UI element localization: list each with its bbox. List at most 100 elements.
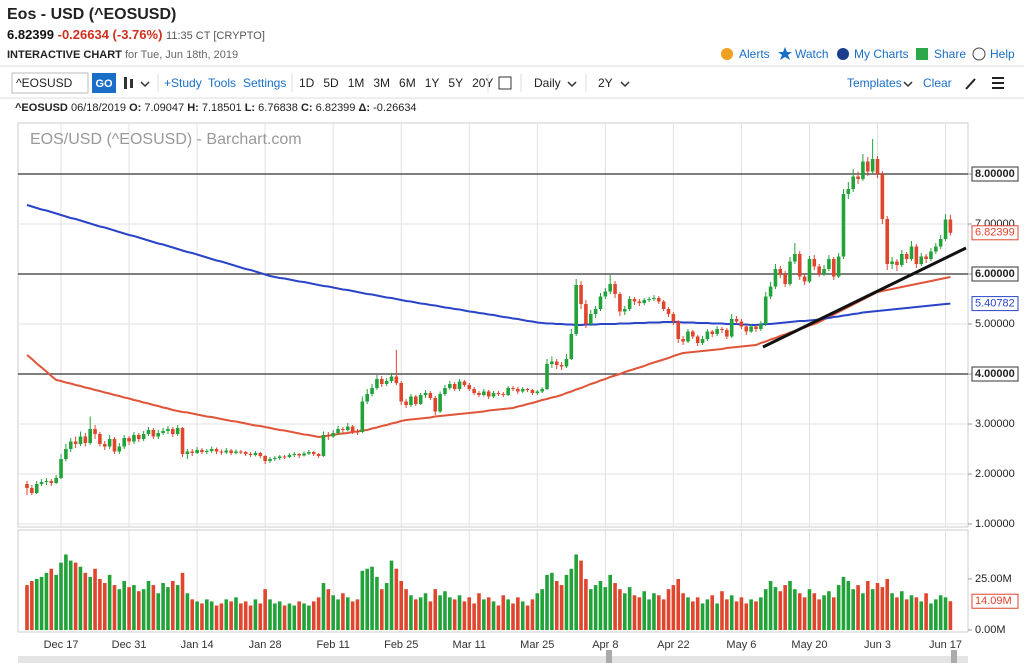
range-button[interactable]: 1M: [348, 76, 365, 90]
toolbar-button[interactable]: Tools: [208, 76, 236, 90]
range-button[interactable]: 20Y: [472, 76, 493, 90]
candle-body: [482, 391, 486, 395]
volume-bar: [647, 599, 651, 630]
candle-body: [297, 454, 301, 456]
link[interactable]: Watch: [795, 47, 829, 61]
volume-bar: [817, 599, 821, 630]
volume-bar: [297, 601, 301, 630]
range-button[interactable]: 5Y: [448, 76, 463, 90]
candle-body: [700, 339, 705, 343]
candle-body: [423, 393, 428, 395]
volume-bar: [161, 583, 165, 630]
chart-type-icon[interactable]: [124, 77, 150, 89]
candle-body: [822, 269, 826, 274]
candle-body: [501, 394, 506, 395]
candle-body: [554, 361, 559, 365]
volume-bar: [389, 560, 394, 630]
range-button[interactable]: 1Y: [425, 76, 440, 90]
interval-select[interactable]: Daily: [534, 76, 561, 90]
candle-body: [477, 393, 481, 395]
scroll-handle[interactable]: [951, 650, 957, 663]
candle-body: [273, 458, 277, 459]
calendar-icon[interactable]: [498, 76, 512, 90]
scrollbar[interactable]: [18, 656, 968, 663]
range-button[interactable]: 3M: [373, 76, 390, 90]
templates-select[interactable]: Templates: [847, 76, 902, 90]
candle-body: [185, 451, 190, 454]
caret: [620, 81, 630, 88]
volume-bar: [749, 599, 753, 630]
x-tick-label: Apr 22: [657, 639, 689, 651]
range-button[interactable]: 5D: [323, 76, 339, 90]
link[interactable]: My Charts: [854, 47, 909, 61]
last-volume-box: [971, 593, 1019, 609]
scroll-handle[interactable]: [606, 650, 612, 663]
candle-body: [525, 389, 530, 390]
volume-bar: [545, 574, 549, 630]
candle-body: [729, 319, 734, 337]
candle-body: [268, 459, 272, 461]
candle-body: [919, 256, 924, 264]
candle-body: [98, 434, 102, 444]
volume-bar: [30, 581, 34, 630]
candle-body: [637, 301, 642, 303]
volume-bar: [559, 585, 564, 630]
volume-bar: [316, 597, 321, 630]
range-button[interactable]: 6M: [399, 76, 416, 90]
candle-body: [404, 401, 408, 405]
candle-body: [686, 331, 690, 342]
y-tick-label: 6.00000: [975, 268, 1015, 280]
icon-part: [130, 79, 133, 88]
toolbar-button[interactable]: +Study: [164, 76, 202, 90]
volume-bar: [802, 597, 807, 630]
go-button[interactable]: [92, 73, 116, 93]
volume-bar: [622, 593, 627, 630]
volume-bar: [462, 601, 467, 630]
candle-body: [433, 398, 438, 412]
candle-body: [180, 428, 185, 454]
axis: Dec 17 Dec 31 Jan 14 Jan 28 Feb 11 Feb 25 Mar …: [44, 166, 1019, 651]
clear-button[interactable]: Clear: [923, 76, 952, 90]
candle-body: [365, 394, 369, 402]
volume-bar: [156, 593, 161, 630]
candle-body: [613, 284, 617, 294]
candle-body: [890, 261, 894, 264]
candle-body: [516, 389, 520, 392]
candle-body: [102, 444, 107, 447]
toolbar-button[interactable]: Settings: [243, 76, 286, 90]
symbol-input[interactable]: [11, 72, 89, 94]
volume-bar: [355, 599, 360, 630]
volume-bar: [486, 597, 491, 630]
candle-body: [78, 436, 83, 444]
candle-body: [948, 219, 953, 233]
volume-bar: [404, 589, 408, 630]
ohlc-key: Δ:: [358, 102, 370, 114]
candle-body: [734, 319, 739, 322]
volume-bar: [195, 601, 199, 630]
range-button[interactable]: 1D: [299, 76, 315, 90]
volume-bar: [861, 593, 865, 630]
ohlc-value: 7.18501: [202, 102, 242, 114]
volume-bar: [39, 576, 44, 630]
menu-icon[interactable]: [992, 77, 1004, 89]
tick-box: [971, 366, 1019, 382]
volume-bar: [841, 576, 846, 630]
subtitle-date: for Tue, Jun 18th, 2019: [125, 49, 238, 61]
period-select[interactable]: 2Y: [598, 76, 613, 90]
draw-icon[interactable]: [965, 78, 976, 90]
candle-body: [39, 482, 44, 484]
candle-body: [292, 454, 297, 455]
volume-bar: [496, 605, 501, 630]
candle-body: [671, 314, 676, 322]
volume-bar: [598, 581, 603, 630]
candle-body: [117, 446, 122, 452]
volume-bar: [554, 581, 559, 630]
candle-body: [282, 456, 287, 458]
link[interactable]: Share: [934, 47, 966, 61]
ohlc-value: 6.76838: [258, 102, 298, 114]
volume-bar: [797, 593, 802, 630]
candle-body: [593, 309, 598, 314]
link[interactable]: Help: [990, 47, 1015, 61]
volume-bar: [535, 593, 540, 630]
link[interactable]: Alerts: [739, 47, 770, 61]
